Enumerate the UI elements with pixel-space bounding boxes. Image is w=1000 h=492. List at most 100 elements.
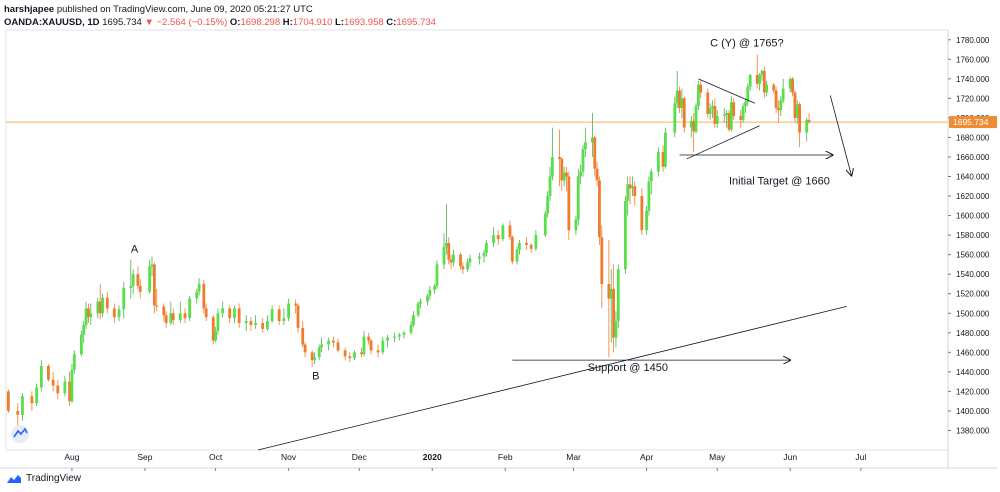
candle [777,100,780,123]
candle [216,308,220,335]
candle-body [327,340,331,345]
candle-body [270,309,274,322]
candle-body [758,74,761,84]
candle [376,344,380,358]
candle-body [732,102,736,116]
candle-body [70,369,74,402]
candle-body [376,350,380,353]
candle [195,288,199,304]
candle [169,301,173,325]
candle-body [21,396,24,415]
candle-body [6,391,10,411]
price-tick-label: 1740.000 [956,75,990,84]
triangle-lower [686,125,760,160]
candle [162,303,166,322]
candle-body [402,332,406,335]
candle-body [466,262,469,270]
candle [525,237,528,250]
chart-header: harshjapee published on TradingView.com,… [4,3,436,29]
candle [562,166,566,187]
candle-body [708,108,712,114]
candle-body [765,84,769,93]
candle-body [301,327,305,345]
candle [402,330,406,339]
candle [713,98,717,128]
candle [183,308,187,324]
candle-body [727,113,731,130]
candle [310,350,314,367]
candle-body [631,186,634,189]
symbol-name[interactable]: OANDA:XAUUSD, 1D [4,17,100,28]
candle-body [715,115,719,124]
candle [795,100,799,124]
candle [574,215,578,236]
candle [237,303,241,328]
candle-body [694,106,698,132]
candle [468,254,472,267]
candle-body [649,171,653,182]
candle-body [616,269,620,322]
candle [581,145,585,177]
candle [762,67,766,99]
candle [51,371,55,392]
candle [447,237,451,265]
candle [517,240,521,255]
candle-body [35,387,39,404]
price-tick-label: 1440.000 [956,368,990,377]
long-trendline [257,306,847,451]
last-price: 1695.734 [102,17,142,28]
candle [353,350,356,361]
price-tick-label: 1680.000 [956,133,990,142]
candle-body [367,336,371,341]
footer-branding[interactable]: TradingView [6,473,81,484]
candle [197,278,201,296]
candle [741,103,745,123]
candle [772,82,776,94]
candle-body [567,176,571,231]
candle-body [195,291,199,299]
candle-body [713,106,717,124]
candle-body [294,303,298,306]
candle-body [369,340,373,351]
candle [798,102,802,148]
candle [678,86,681,114]
candle-body [39,366,43,388]
candle-body [560,158,564,181]
candle-body [760,71,764,75]
price-tick-label: 1560.000 [956,251,990,260]
candle [331,336,335,348]
candle [98,283,102,320]
candle [600,225,604,309]
candle-body [515,249,519,262]
candle-body [781,88,785,101]
candle [590,113,594,157]
candle [87,303,90,324]
candle [416,301,420,318]
candle [593,135,597,177]
candle-body [310,352,314,361]
author-name[interactable]: harshjapee [4,4,55,15]
price-tick-label: 1600.000 [956,212,990,221]
price-tick-label: 1780.000 [956,36,990,45]
candle [409,321,413,335]
high-value: 1704.910 [292,17,333,28]
candle-body [682,98,686,128]
candle-body [762,71,766,93]
time-tick-label: Apr [640,452,653,462]
candle [282,308,286,325]
candle-body [68,381,71,402]
candle-body [197,283,201,292]
close-label: C: [386,17,397,28]
time-tick-label: Feb [498,452,513,462]
candle [188,295,192,322]
brand-name: TradingView [26,473,82,484]
candle-body [725,113,729,115]
candle-body [428,289,432,296]
candle-body [779,100,783,111]
candle-body [171,313,175,321]
candle-body [574,219,578,231]
candle-body [647,181,651,211]
open-label: O: [229,17,241,28]
candle [68,371,71,407]
